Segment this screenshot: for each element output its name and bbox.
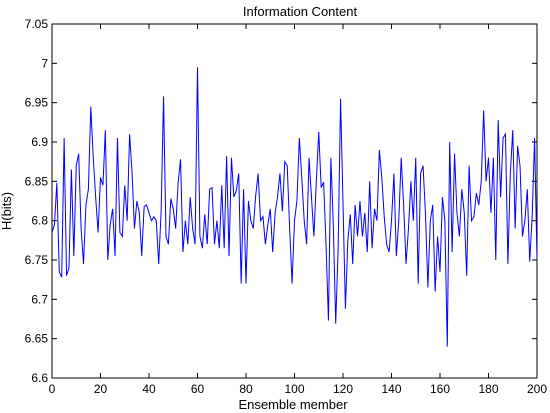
y-tick-label: 6.95: [25, 96, 49, 110]
x-axis-label: Ensemble member: [238, 397, 348, 412]
x-tick-label: 120: [333, 382, 353, 396]
plot-area: 0 20 40 60 80 100 120 140 160 180 200 6.6 6.65 6.7 6.7…: [25, 17, 548, 396]
x-tick-label: 40: [142, 382, 156, 396]
y-tick-label: 6.8: [31, 214, 48, 228]
x-tick-label: 80: [239, 382, 253, 396]
series-line: [51, 67, 538, 347]
x-tick-label: 60: [191, 382, 205, 396]
x-tick-label: 200: [527, 382, 547, 396]
y-axis-label: H(bits): [0, 192, 14, 230]
plot-frame: [51, 23, 538, 379]
y-tick-label: 7.05: [25, 17, 49, 31]
x-tick-label: 140: [381, 382, 401, 396]
chart-title: Information Content: [243, 4, 358, 19]
y-tick-label: 7: [41, 56, 48, 70]
y-tick-label: 6.75: [25, 253, 49, 267]
x-tick-label: 180: [478, 382, 498, 396]
y-tick-label: 6.7: [31, 292, 48, 306]
x-tick-label: 20: [94, 382, 108, 396]
y-tick-label: 6.85: [25, 174, 49, 188]
x-tick-label: 160: [430, 382, 450, 396]
y-tick-label: 6.6: [31, 371, 48, 385]
axis-tick-labels: 0 20 40 60 80 100 120 140 160 180 200 6.6 6.65 6.7 6.7…: [25, 17, 548, 396]
y-tick-label: 6.9: [31, 135, 48, 149]
y-tick-label: 6.65: [25, 332, 49, 346]
axis-ticks: [51, 23, 538, 379]
x-tick-label: 100: [284, 382, 304, 396]
x-tick-label: 0: [49, 382, 56, 396]
